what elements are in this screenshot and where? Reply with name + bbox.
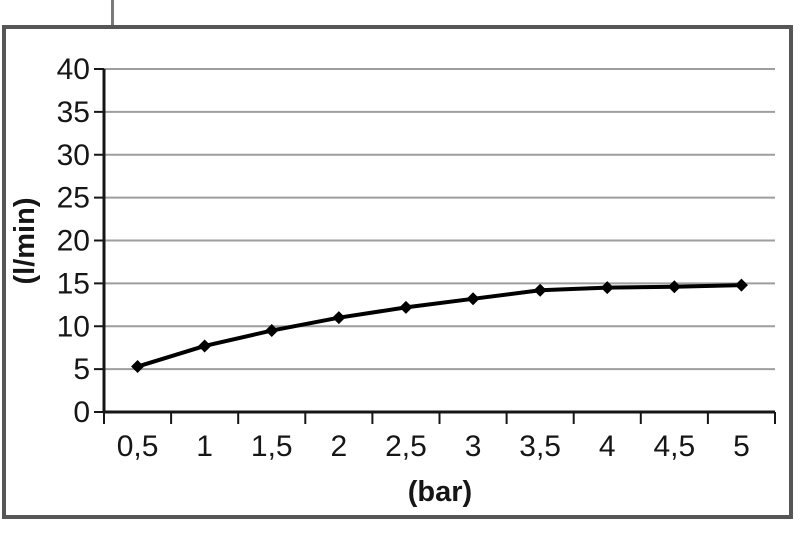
x-tick-label-9: 5 — [733, 430, 750, 463]
data-point-marker-3 — [332, 311, 346, 325]
gridlines — [104, 68, 775, 371]
y-tick-label-35: 35 — [57, 96, 90, 129]
x-tick-labels: 0,5 1 1,5 2 2,5 3 3,5 4 4,5 5 — [117, 430, 750, 463]
chart-frame — [2, 25, 793, 519]
x-tick-label-5: 3 — [465, 430, 482, 463]
x-tick-label-7: 4 — [599, 430, 616, 463]
x-tick-label-3: 2 — [331, 430, 348, 463]
y-tick-labels: 0 5 10 15 20 25 30 35 40 — [57, 53, 90, 429]
x-tick-label-0: 0,5 — [117, 430, 159, 463]
data-point-marker-1 — [198, 339, 212, 353]
x-tick-marks — [103, 412, 776, 424]
data-point-marker-4 — [399, 300, 413, 314]
data-point-marker-6 — [533, 283, 547, 297]
data-point-marker-7 — [600, 281, 614, 295]
top-edge-artifact-line — [111, 0, 114, 27]
x-tick-label-6: 3,5 — [519, 430, 561, 463]
data-point-marker-5 — [466, 292, 480, 306]
data-series — [131, 278, 748, 374]
data-point-marker-2 — [265, 324, 279, 338]
y-tick-marks — [94, 68, 104, 413]
data-point-marker-9 — [734, 278, 748, 292]
y-tick-label-40: 40 — [57, 53, 90, 86]
y-tick-label-10: 10 — [57, 310, 90, 343]
x-tick-label-1: 1 — [196, 430, 213, 463]
x-axis-title: (bar) — [408, 476, 472, 508]
y-tick-label-25: 25 — [57, 182, 90, 215]
x-tick-label-4: 2,5 — [385, 430, 427, 463]
data-point-marker-0 — [131, 360, 145, 374]
x-tick-label-8: 4,5 — [653, 430, 695, 463]
y-tick-label-5: 5 — [73, 353, 90, 386]
x-tick-label-2: 1,5 — [251, 430, 293, 463]
series-line — [135, 283, 744, 369]
data-point-marker-8 — [667, 280, 681, 294]
y-axis-title: (l/min) — [9, 198, 41, 285]
y-tick-label-30: 30 — [57, 139, 90, 172]
y-tick-label-0: 0 — [73, 396, 90, 429]
y-tick-label-15: 15 — [57, 267, 90, 300]
y-tick-label-20: 20 — [57, 225, 90, 258]
